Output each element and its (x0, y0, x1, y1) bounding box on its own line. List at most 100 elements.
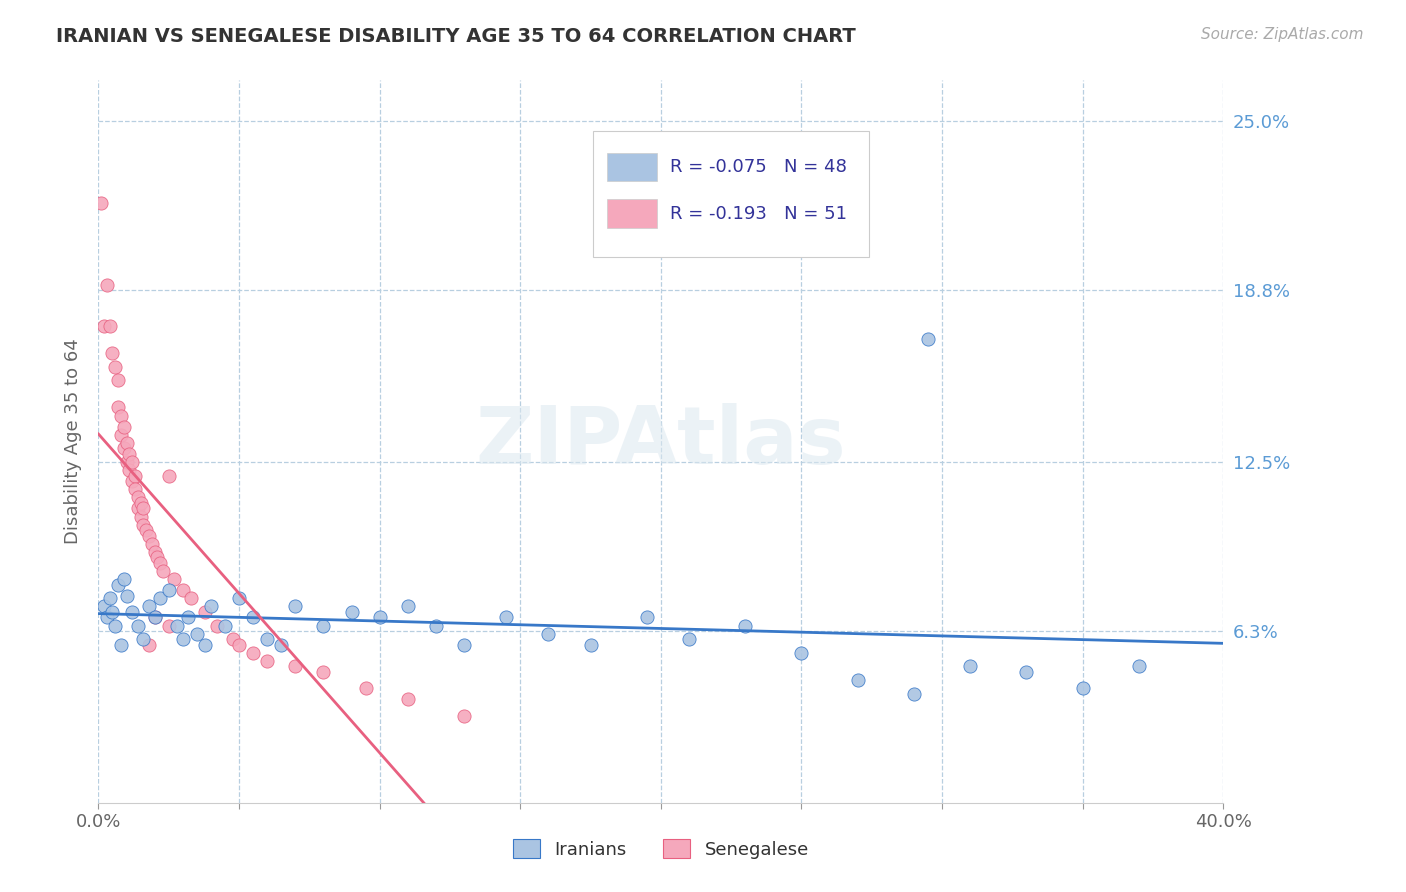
Y-axis label: Disability Age 35 to 64: Disability Age 35 to 64 (63, 339, 82, 544)
Text: IRANIAN VS SENEGALESE DISABILITY AGE 35 TO 64 CORRELATION CHART: IRANIAN VS SENEGALESE DISABILITY AGE 35 … (56, 27, 856, 45)
Bar (607, 153, 658, 181)
Point (790, 646, 813, 660)
Point (453, 638, 475, 652)
Point (284, 659, 307, 673)
Point (132, 501, 155, 516)
Point (256, 654, 278, 668)
Point (132, 517, 155, 532)
Point (157, 468, 180, 483)
Point (636, 610, 658, 624)
Point (96, 277, 118, 292)
Point (214, 618, 236, 632)
Point (143, 545, 166, 559)
Point (1015, 665, 1038, 679)
Point (177, 610, 200, 624)
Point (118, 447, 141, 461)
Point (425, 618, 447, 632)
Text: R = -0.193   N = 51: R = -0.193 N = 51 (669, 205, 846, 223)
Point (149, 591, 172, 606)
Point (141, 537, 163, 551)
Point (959, 659, 981, 673)
Point (129, 509, 152, 524)
Point (118, 463, 141, 477)
Point (112, 572, 135, 586)
Point (678, 632, 700, 647)
Point (163, 572, 186, 586)
Point (256, 632, 278, 647)
Point (127, 491, 149, 505)
Text: R = -0.075   N = 48: R = -0.075 N = 48 (669, 158, 846, 176)
Point (104, 359, 127, 374)
Point (1128, 659, 1150, 673)
Point (180, 591, 202, 606)
Point (453, 708, 475, 723)
Point (537, 626, 560, 640)
Point (228, 591, 250, 606)
Point (112, 442, 135, 456)
Point (124, 468, 146, 483)
Point (579, 638, 602, 652)
Point (110, 409, 132, 423)
Point (121, 474, 143, 488)
Point (200, 599, 222, 614)
Point (115, 436, 138, 450)
Point (312, 618, 335, 632)
Point (93, 599, 115, 614)
Point (172, 583, 194, 598)
Point (368, 610, 391, 624)
Point (110, 427, 132, 442)
Text: ZIPAtlas: ZIPAtlas (475, 402, 846, 481)
Point (90, 196, 112, 211)
Point (354, 681, 377, 696)
Point (98, 591, 121, 606)
Legend: Iranians, Senegalese: Iranians, Senegalese (506, 832, 815, 866)
Point (138, 638, 160, 652)
Point (903, 687, 925, 701)
Point (135, 523, 157, 537)
Point (172, 632, 194, 647)
Point (143, 610, 166, 624)
Point (101, 605, 124, 619)
Point (396, 692, 419, 706)
Point (101, 346, 124, 360)
Point (146, 550, 169, 565)
Point (104, 618, 127, 632)
Point (112, 419, 135, 434)
Point (157, 583, 180, 598)
Point (396, 599, 419, 614)
Point (242, 610, 264, 624)
Point (149, 556, 172, 570)
Point (917, 332, 939, 346)
Point (96, 610, 118, 624)
Point (270, 638, 292, 652)
Point (312, 665, 335, 679)
Point (242, 646, 264, 660)
Point (284, 599, 307, 614)
Point (107, 401, 129, 415)
Point (186, 626, 208, 640)
Point (93, 318, 115, 333)
Text: Source: ZipAtlas.com: Source: ZipAtlas.com (1201, 27, 1364, 42)
Point (228, 638, 250, 652)
Point (127, 618, 149, 632)
Point (152, 564, 174, 578)
Point (194, 605, 217, 619)
Point (107, 373, 129, 387)
Point (121, 455, 143, 469)
Point (194, 638, 217, 652)
Point (222, 632, 245, 647)
Point (124, 482, 146, 496)
Point (340, 605, 363, 619)
Point (138, 528, 160, 542)
Point (98, 318, 121, 333)
Point (110, 638, 132, 652)
Point (121, 605, 143, 619)
Point (115, 589, 138, 603)
Point (495, 610, 517, 624)
Point (157, 618, 180, 632)
Point (205, 618, 228, 632)
Point (127, 501, 149, 516)
Point (107, 577, 129, 591)
Point (129, 496, 152, 510)
Point (846, 673, 869, 687)
